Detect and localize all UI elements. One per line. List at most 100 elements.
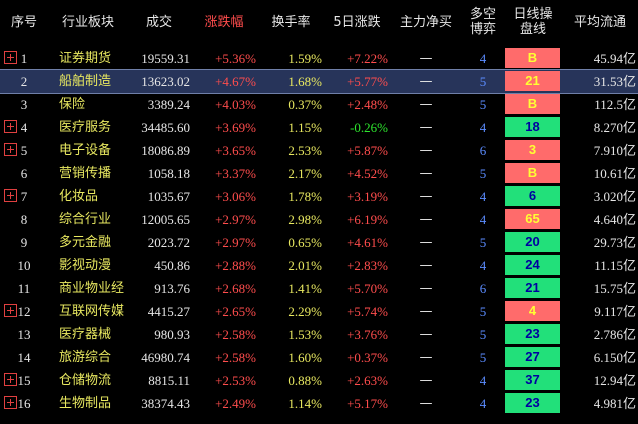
header-change5d[interactable]: 5日涨跌	[324, 0, 390, 44]
table-header: 序号 行业板块 成交 涨跌幅 换手率 5日涨跌 主力净买 多空 博弈 日线操 盘…	[0, 0, 638, 44]
table-row[interactable]: 12 互联网传媒 4415.27 +2.65% 2.29% +5.74% — 5 9.117亿 4	[0, 300, 638, 323]
turnover-rate: 1.41%	[288, 281, 322, 296]
table-row[interactable]: 4 医疗服务 34485.60 +3.69% 1.15% -0.26% — 4 8.270亿 18	[0, 116, 638, 139]
sector-name: 生物制品	[59, 396, 112, 411]
header-daily-line1: 日线操	[513, 7, 553, 22]
table-row[interactable]: 11 商业物业经 913.76 +2.68% 1.41% +5.70% — 6 15.75亿 21	[0, 277, 638, 300]
turnover-rate: 1.14%	[288, 396, 322, 411]
table-row[interactable]: 16 生物制品 38374.43 +2.49% 1.14% +5.17% — 4 4.981亿 2…	[0, 392, 638, 415]
header-turnover[interactable]: 成交	[128, 0, 190, 44]
avg-circulation: 29.73亿	[593, 235, 636, 250]
net-buy: —	[419, 143, 433, 158]
sector-name: 化妆品	[59, 189, 99, 204]
header-turnover-rate[interactable]: 换手率	[258, 0, 324, 44]
table-row[interactable]: 13 医疗器械 980.93 +2.58% 1.53% +3.76% — 5 2.786亿 23	[0, 323, 638, 346]
turnover-value: 450.86	[154, 258, 190, 273]
avg-circulation: 6.150亿	[593, 350, 636, 365]
expand-icon[interactable]	[4, 143, 17, 156]
turnover-value: 1058.18	[147, 166, 190, 181]
header-duokong[interactable]: 多空 博弈	[462, 0, 504, 44]
row-index: 12	[17, 304, 31, 319]
header-change[interactable]: 涨跌幅	[190, 0, 258, 44]
header-duokong-line1: 多空	[469, 7, 496, 22]
daily-signal-badge: B	[505, 163, 560, 183]
header-avg-cap[interactable]: 平均流通	[562, 0, 638, 44]
change-pct: +2.53%	[215, 373, 256, 388]
table-row[interactable]: 9 多元金融 2023.72 +2.97% 0.65% +4.61% — 5 29.73亿 20	[0, 231, 638, 254]
table-row[interactable]: 1 证券期货 19559.31 +5.36% 1.59% +7.22% — 4 45.94亿 B	[0, 47, 638, 70]
table-row[interactable]: 10 影视动漫 450.86 +2.88% 2.01% +2.83% — 4 11.15亿 24	[0, 254, 638, 277]
net-buy: —	[419, 120, 433, 135]
expand-icon[interactable]	[4, 120, 17, 133]
daily-signal-badge: B	[505, 48, 560, 68]
row-index: 10	[17, 258, 31, 273]
turnover-rate: 1.53%	[288, 327, 322, 342]
turnover-rate: 2.17%	[288, 166, 322, 181]
avg-circulation: 2.786亿	[593, 327, 636, 342]
change-pct: +3.65%	[215, 143, 256, 158]
sector-name: 商业物业经	[59, 281, 125, 296]
header-daily-line2: 盘线	[519, 22, 546, 37]
change-5d: +2.63%	[347, 373, 388, 388]
turnover-rate: 2.29%	[288, 304, 322, 319]
duokong-value: 5	[479, 350, 487, 365]
change-pct: +2.88%	[215, 258, 256, 273]
sector-name: 影视动漫	[59, 258, 112, 273]
table-row[interactable]: 3 保险 3389.24 +4.03% 0.37% +2.48% — 5 112.5亿 B	[0, 93, 638, 116]
row-index: 5	[20, 143, 28, 158]
daily-signal-badge: 18	[505, 117, 560, 137]
expand-icon[interactable]	[4, 396, 17, 409]
table-row[interactable]: 8 综合行业 12005.65 +2.97% 2.98% +6.19% — 4 4.640亿 65	[0, 208, 638, 231]
header-daily[interactable]: 日线操 盘线	[504, 0, 562, 44]
turnover-value: 2023.72	[147, 235, 190, 250]
change-pct: +2.68%	[215, 281, 256, 296]
avg-circulation: 11.15亿	[594, 258, 636, 273]
expand-icon[interactable]	[4, 304, 17, 317]
row-index: 9	[20, 235, 28, 250]
sector-name: 旅游综合	[59, 350, 112, 365]
turnover-value: 4415.27	[147, 304, 190, 319]
change-pct: +2.58%	[215, 327, 256, 342]
change-pct: +3.37%	[215, 166, 256, 181]
table-row[interactable]: 2 船舶制造 13623.02 +4.67% 1.68% +5.77% — 5 31.53亿 21	[0, 69, 638, 94]
turnover-value: 8815.11	[148, 373, 190, 388]
expand-icon[interactable]	[4, 51, 17, 64]
header-net-buy[interactable]: 主力净买	[390, 0, 462, 44]
header-idx[interactable]: 序号	[0, 0, 48, 44]
sector-name: 营销传播	[59, 166, 112, 181]
row-index: 7	[20, 189, 28, 204]
row-index: 1	[20, 51, 28, 66]
table-row[interactable]: 14 旅游综合 46980.74 +2.58% 1.60% +0.37% — 5 6.150亿 2…	[0, 346, 638, 369]
header-sector[interactable]: 行业板块	[48, 0, 128, 44]
duokong-value: 4	[479, 373, 487, 388]
turnover-value: 19559.31	[141, 51, 190, 66]
sector-name: 电子设备	[59, 143, 112, 158]
avg-circulation: 7.910亿	[593, 143, 636, 158]
header-duokong-line2: 博弈	[469, 22, 496, 37]
table-row[interactable]: 6 营销传播 1058.18 +3.37% 2.17% +4.52% — 5 10.61亿 B	[0, 162, 638, 185]
row-index: 16	[17, 396, 31, 411]
row-index: 3	[20, 97, 28, 112]
net-buy: —	[419, 189, 433, 204]
turnover-value: 13623.02	[141, 74, 190, 89]
expand-icon[interactable]	[4, 373, 17, 386]
row-index: 11	[17, 281, 31, 296]
turnover-rate: 0.65%	[288, 235, 322, 250]
table-row[interactable]: 15 仓储物流 8815.11 +2.53% 0.88% +2.63% — 4 12.94亿 37	[0, 369, 638, 392]
turnover-rate: 1.68%	[288, 74, 322, 89]
net-buy: —	[419, 166, 433, 181]
avg-circulation: 9.117亿	[594, 304, 636, 319]
expand-icon[interactable]	[4, 189, 17, 202]
duokong-value: 4	[479, 258, 487, 273]
duokong-value: 4	[479, 120, 487, 135]
net-buy: —	[419, 373, 433, 388]
table-row[interactable]: 5 电子设备 18086.89 +3.65% 2.53% +5.87% — 6 7.910亿 3	[0, 139, 638, 162]
table-row[interactable]: 7 化妆品 1035.67 +3.06% 1.78% +3.19% — 4 3.020亿 6	[0, 185, 638, 208]
change-5d: +5.74%	[347, 304, 388, 319]
avg-circulation: 112.5亿	[594, 97, 636, 112]
net-buy: —	[419, 235, 433, 250]
row-index: 2	[20, 74, 28, 89]
daily-signal-badge: 3	[505, 140, 560, 160]
turnover-rate: 1.78%	[288, 189, 322, 204]
change-5d: +3.76%	[347, 327, 388, 342]
